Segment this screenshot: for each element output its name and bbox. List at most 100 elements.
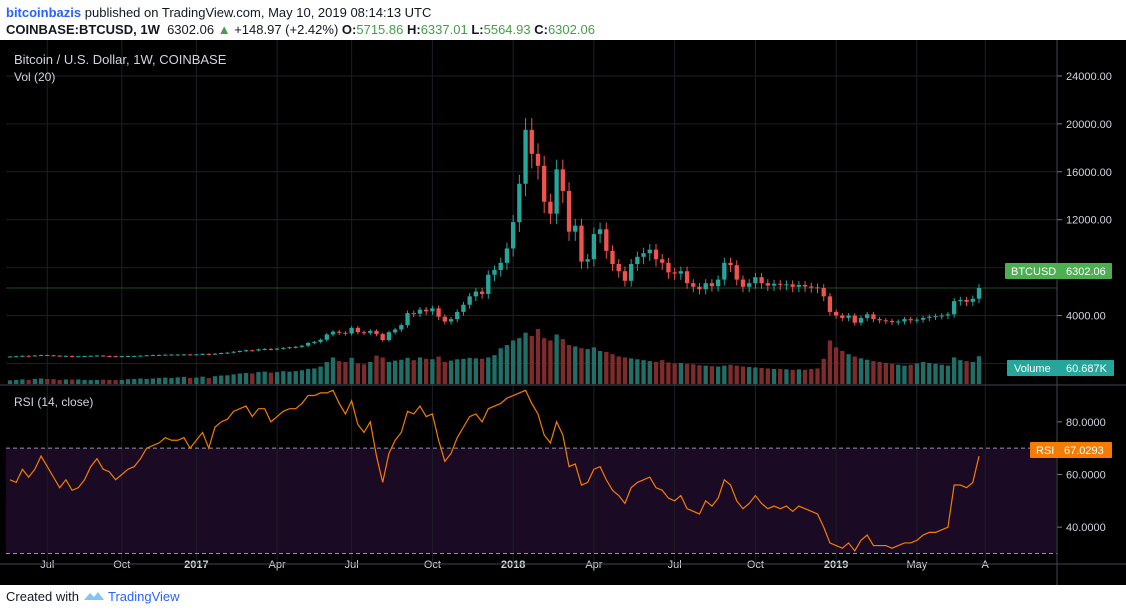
- volume-bar: [498, 348, 503, 384]
- volume-bar: [827, 340, 833, 384]
- candle-body: [877, 319, 882, 321]
- last-price: 6302.06: [167, 22, 215, 37]
- volume-bar: [125, 379, 131, 384]
- tradingview-link[interactable]: TradingView: [108, 589, 180, 604]
- low-value: 5564.93: [483, 22, 531, 37]
- candle-body: [212, 353, 218, 355]
- volume-bar: [200, 376, 205, 384]
- candle-body: [697, 286, 702, 290]
- volume-bar: [38, 378, 44, 384]
- volume-bar: [703, 365, 708, 384]
- candle-body: [380, 334, 385, 341]
- volume-bar: [896, 364, 901, 384]
- volume-bar: [268, 372, 274, 384]
- volume-bar: [473, 358, 479, 384]
- author-link[interactable]: bitcoinbazis: [6, 5, 82, 20]
- candle-body: [759, 277, 764, 284]
- candle-body: [715, 279, 721, 287]
- candle-body: [517, 183, 522, 223]
- volume-bar: [821, 358, 826, 384]
- volume-bar: [951, 357, 957, 384]
- time-tick-label: May: [906, 559, 927, 571]
- volume-bar: [281, 371, 286, 384]
- volume-bar: [330, 357, 336, 384]
- candle-body: [479, 291, 485, 294]
- price-tick-label: 24000.00: [1066, 71, 1112, 83]
- candle-body: [554, 169, 559, 214]
- candle-body: [312, 341, 317, 343]
- candle-body: [771, 283, 777, 286]
- candle-body: [815, 287, 820, 289]
- candle-body: [945, 314, 951, 316]
- volume-bar: [647, 361, 652, 384]
- candle-body: [678, 271, 684, 274]
- volume-bar: [26, 379, 31, 384]
- candle-body: [827, 296, 833, 312]
- candle-body: [20, 355, 25, 357]
- volume-bar: [411, 360, 416, 384]
- candle-body: [262, 348, 267, 350]
- rsi-line: [9, 389, 980, 552]
- volume-bar: [734, 365, 739, 384]
- volume-bar: [187, 378, 193, 384]
- high-label: H:: [406, 22, 421, 37]
- candle-body: [38, 355, 44, 357]
- volume-bar: [417, 357, 423, 384]
- chart-header: bitcoinbazis published on TradingView.co…: [0, 0, 1126, 40]
- volume-bar: [566, 345, 572, 384]
- volume-bar: [523, 332, 528, 384]
- time-tick-label: 2019: [824, 559, 848, 571]
- candle-body: [14, 356, 19, 358]
- candle-body: [933, 316, 938, 318]
- volume-bar: [889, 363, 895, 384]
- volume-bar: [20, 379, 25, 384]
- volume-bar: [343, 362, 348, 384]
- candle-body: [156, 354, 162, 356]
- candle-body: [163, 354, 168, 356]
- candle-body: [616, 264, 621, 272]
- volume-bar: [778, 368, 783, 384]
- candle-body: [324, 334, 329, 340]
- candle-body: [374, 330, 379, 335]
- volume-bar: [542, 338, 547, 384]
- close-label: C:: [534, 22, 548, 37]
- volume-bar: [660, 360, 665, 384]
- candle-body: [920, 317, 926, 320]
- volume-bar: [14, 379, 19, 384]
- volume-bar: [175, 377, 180, 384]
- candle-body: [250, 350, 255, 352]
- rsi-tick-label: 40.0000: [1066, 522, 1106, 534]
- created-with-text: Created with: [6, 589, 79, 604]
- volume-bar: [535, 329, 541, 384]
- volume-bar: [368, 362, 373, 384]
- candle-body: [653, 249, 659, 260]
- candle-body: [337, 331, 342, 333]
- volume-bar: [101, 379, 106, 384]
- volume-bar: [374, 355, 379, 384]
- volume-bar: [181, 376, 187, 384]
- volume-bar: [666, 362, 671, 384]
- candle-body: [82, 356, 87, 358]
- volume-bar: [815, 368, 820, 384]
- volume-bar: [250, 373, 255, 384]
- candle-body: [492, 270, 497, 275]
- candle-body: [647, 249, 652, 254]
- volume-bar: [461, 358, 466, 384]
- candle-body: [852, 315, 857, 323]
- chart-canvas[interactable]: 24000.0020000.0016000.0012000.008000.004…: [0, 40, 1126, 585]
- volume-bar: [554, 334, 559, 384]
- candle-body: [361, 332, 367, 334]
- volume-bar: [150, 378, 156, 384]
- volume-bar: [486, 357, 491, 384]
- price-change: +148.97 (+2.42%): [234, 22, 339, 37]
- close-value: 6302.06: [547, 22, 595, 37]
- candle-body: [405, 313, 410, 326]
- high-value: 6337.01: [420, 22, 468, 37]
- volume-bar: [908, 364, 913, 384]
- candle-body: [778, 283, 783, 285]
- candle-body: [101, 355, 106, 357]
- candle-body: [591, 234, 597, 260]
- candle-body: [448, 319, 454, 322]
- volume-bar: [119, 379, 124, 384]
- volume-bar: [287, 371, 292, 384]
